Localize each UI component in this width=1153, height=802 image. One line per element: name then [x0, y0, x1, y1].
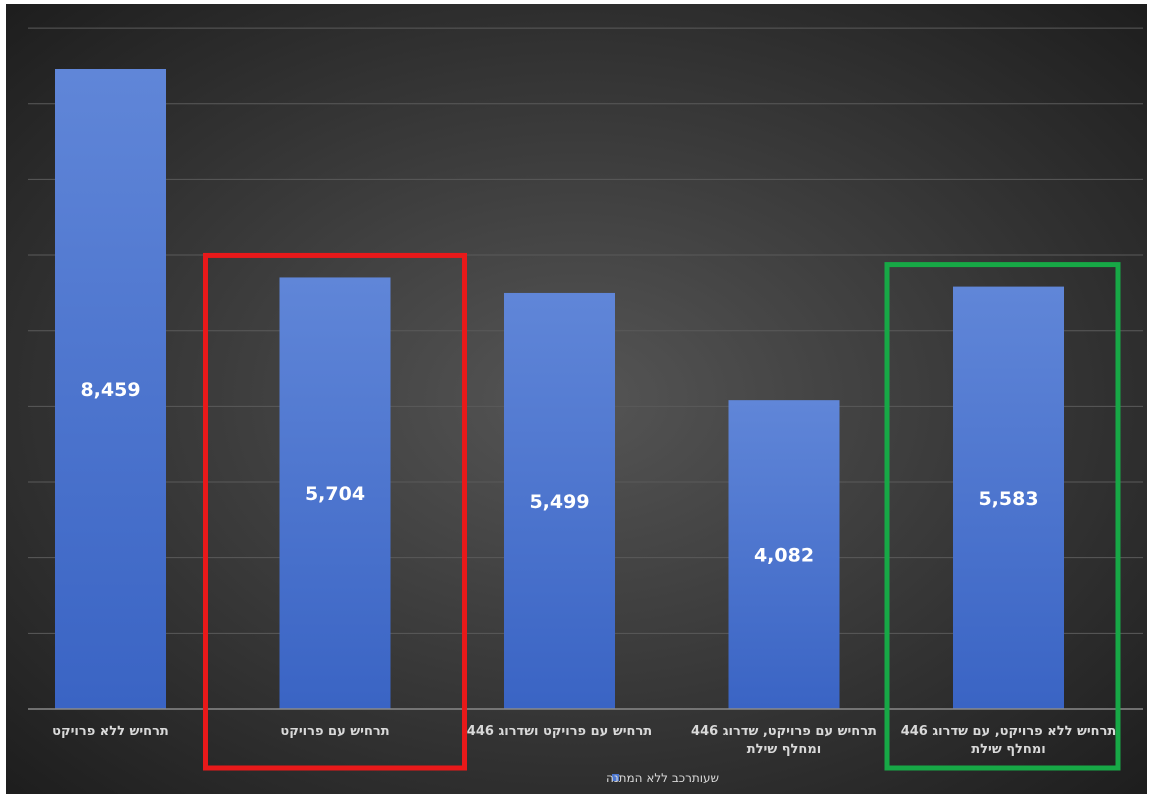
value-label: 5,704: [305, 483, 365, 505]
highlight-box: [203, 252, 467, 771]
category-label: תרחיש עם פרויקט ושדרוג 446: [467, 724, 652, 739]
category-label: תרחיש ללא פרויקט, עם שדרוג 446: [901, 724, 1117, 739]
category-label: ומחלף שילת: [971, 742, 1045, 757]
value-label: 8,459: [80, 379, 140, 401]
legend: שעותרכב ללא המתנה: [606, 771, 719, 785]
category-labels: תרחיש ללא פרויקט תרחיש עם פרויקט תרחיש עם …: [52, 724, 1116, 757]
category-label: תרחיש ללא פרויקט: [52, 724, 169, 739]
category-label: תרחיש עם פרויקט: [280, 724, 389, 739]
highlight-box: [884, 262, 1121, 771]
legend-swatch: [612, 774, 619, 781]
value-label: 5,499: [529, 491, 589, 513]
value-label: 5,583: [978, 488, 1038, 510]
value-labels: 8,459 5,704 5,499 4,082 5,583: [80, 379, 1038, 567]
bar: [279, 277, 391, 709]
category-label: ומחלף שילת: [747, 742, 821, 757]
bar: [55, 69, 166, 709]
bar: [953, 286, 1064, 709]
bar: [504, 292, 615, 709]
category-label: תרחיש עם פרויקט, שדרוג 446: [691, 724, 877, 739]
legend-label: שעותרכב ללא המתנה: [606, 771, 719, 785]
bars: [55, 69, 1064, 709]
bar: [728, 400, 840, 709]
highlight-boxes: [203, 252, 1121, 771]
value-label: 4,082: [754, 545, 814, 567]
